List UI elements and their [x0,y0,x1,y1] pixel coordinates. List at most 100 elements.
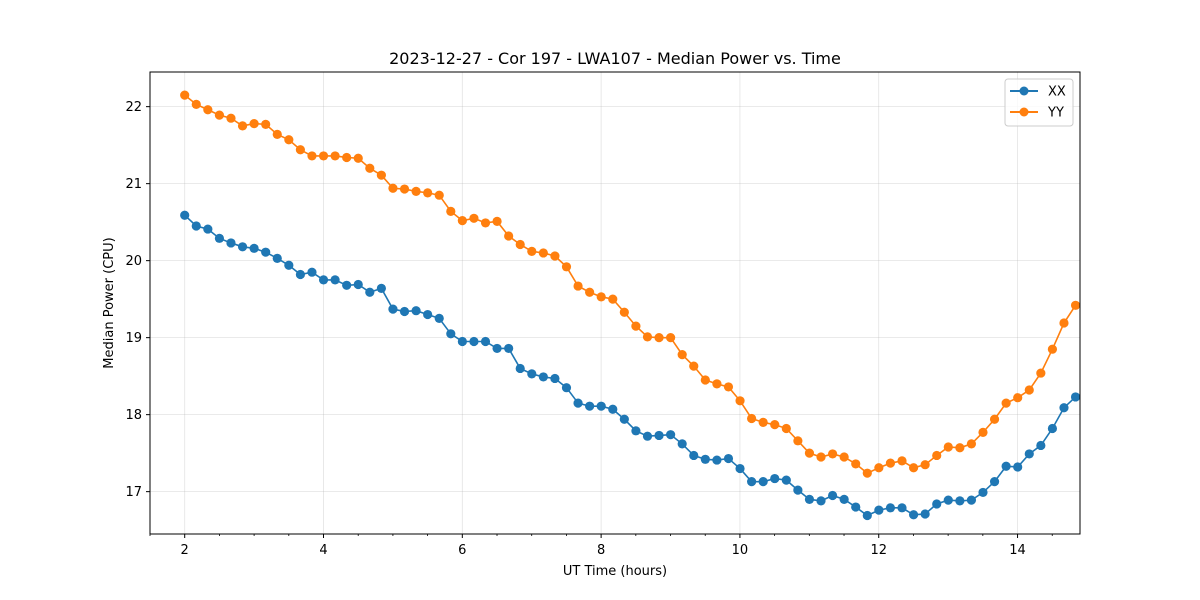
series-yy-point [330,151,340,161]
series-yy-point [735,396,745,406]
series-yy-point [1047,344,1058,354]
y-tick-label: 18 [125,408,142,423]
series-yy-point [272,129,282,139]
series-xx-point [411,306,421,316]
series-xx-point [839,494,849,504]
series-xx-point [191,221,201,231]
series-yy-point [342,152,352,163]
series-xx-point [330,275,340,285]
series-yy-point [723,382,734,392]
series-yy-point [689,361,699,371]
series-yy-point [538,248,548,258]
series-yy-point [214,110,225,120]
series-yy-point [504,231,514,241]
series-xx-point [897,503,907,513]
series-yy-line [184,94,1077,475]
series-yy-point [897,456,907,466]
series-xx-point [573,398,583,408]
series-yy-point [631,321,641,331]
x-tick-label: 6 [458,543,466,558]
series-yy-point [434,190,444,200]
series-xx-point [446,329,456,339]
series-xx-point [654,430,664,441]
series-yy-point [446,206,456,216]
series-xx-point [365,287,375,297]
series-xx-point [1036,440,1046,451]
series-yy-point [249,118,259,129]
series-xx-point [747,477,757,487]
legend: XX YY [1004,78,1074,127]
series-xx-point [1024,449,1034,459]
series-xx-point [237,242,248,252]
series-yy-point [261,119,271,129]
series-xx-point [457,336,467,347]
series-yy-point [515,239,525,250]
series-yy-point [827,449,838,459]
y-tick-label: 17 [125,485,142,500]
series-yy-point [770,420,780,430]
series-xx-point [469,336,479,347]
series-xx-point [550,373,560,384]
series-xx-point [1059,403,1069,413]
series-xx-point [735,463,745,474]
series-xx-point [527,369,537,379]
series-yy-point [839,452,849,462]
series-xx-point [885,503,896,513]
series-yy-point [747,413,757,424]
series-yy-point [1001,398,1011,408]
series-xx-point [226,238,236,248]
x-tick-label: 8 [597,543,605,558]
series-yy-point [943,442,953,452]
series-yy-point [203,105,213,115]
series-xx-point [966,495,977,505]
series-yy-point [561,262,572,272]
series-yy-point [457,216,467,226]
series-yy-point [862,468,872,478]
y-axis-label: Median Power (CPU) [102,237,117,368]
series-xx-point [353,279,363,290]
series-xx-point [712,455,722,465]
series-yy-point [353,153,363,163]
series-yy-point [480,218,491,228]
series-yy-point [874,463,884,473]
series-xx-point [480,336,491,347]
series-yy-point [920,460,930,470]
series-yy-point [642,332,653,342]
series-yy-point [989,414,1000,424]
series-xx-point [700,454,710,464]
series-yy-point [654,333,664,343]
series-xx-point [342,280,352,290]
series-yy-point [700,375,710,385]
series-yy-point [666,333,676,343]
series-xx-point [504,343,514,354]
series-yy-point [237,121,248,131]
series-yy-point [596,292,606,302]
series-xx-point [284,260,294,270]
series-yy-point [793,436,803,446]
series-xx-point [920,509,930,519]
series-xx-point [318,275,329,285]
series-yy-point [180,90,190,100]
series-yy-point [191,99,201,109]
series-xx-point [596,401,606,411]
series-yy-point [816,452,826,462]
series-xx-point [642,431,653,441]
series-xx-point [307,267,317,277]
series-xx-point [295,269,305,280]
series-yy-point [550,251,560,261]
x-tick-label: 14 [1009,543,1026,558]
series-xx-point [781,475,791,485]
y-tick-label: 20 [125,254,142,269]
series-xx-point [862,510,872,521]
series-xx-point [608,404,618,414]
series-yy-point [758,417,768,427]
plot-frame [149,71,1081,535]
series-yy-point [677,349,687,360]
series-yy-point [423,188,433,198]
x-tick-label: 10 [732,543,749,558]
series-xx-point [631,426,641,436]
series-yy-point [307,151,317,161]
chart-title: 2023-12-27 - Cor 197 - LWA107 - Median P… [389,49,841,68]
series-xx-point [1047,423,1058,434]
